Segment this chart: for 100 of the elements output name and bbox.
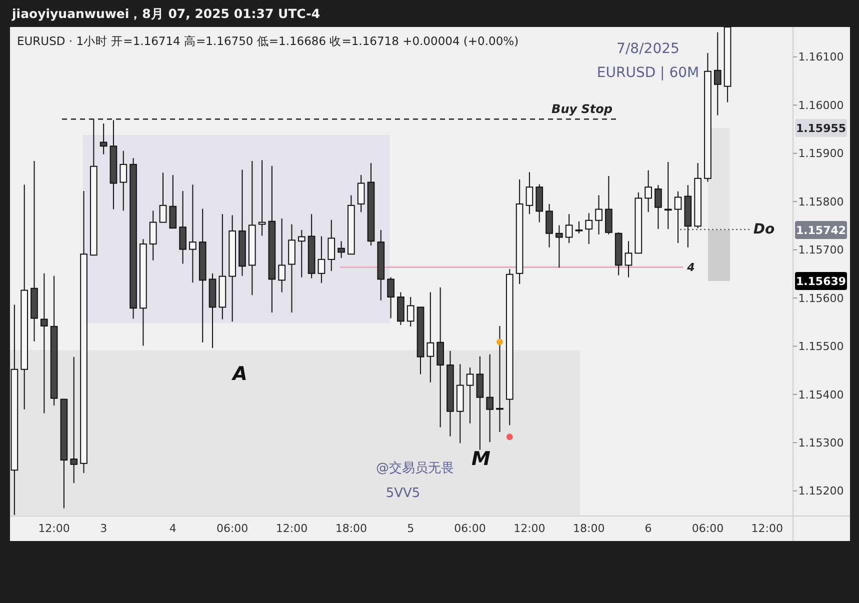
candlestick — [179, 190, 186, 264]
candlestick — [50, 275, 58, 406]
candlestick — [120, 150, 128, 212]
candlestick — [476, 356, 484, 450]
annotation: M — [472, 448, 491, 470]
candlestick — [595, 194, 602, 235]
y-tick-label: 1.15300 — [798, 436, 844, 450]
candlestick — [605, 176, 612, 235]
candlestick — [446, 350, 454, 437]
x-tick-label: 18:00 — [335, 522, 368, 535]
candlestick — [100, 122, 108, 155]
candlestick — [149, 210, 157, 261]
candlestick — [298, 230, 306, 278]
x-tick-label: 4 — [169, 522, 176, 535]
x-tick-label: 12:00 — [38, 522, 70, 535]
candlestick — [556, 224, 563, 268]
x-tick-label: 12:00 — [276, 522, 308, 535]
candlestick — [654, 184, 662, 230]
annotation: 4 — [686, 261, 695, 274]
candlestick — [436, 286, 444, 428]
candlestick — [634, 192, 642, 254]
text: 1.15742 — [796, 224, 846, 237]
candlestick — [159, 172, 167, 223]
annotation: EURUSD | 60M — [596, 65, 700, 81]
candlestick — [90, 118, 98, 256]
candlestick — [238, 169, 246, 276]
candlestick — [536, 184, 544, 223]
x-tick-label: 12:00 — [514, 522, 546, 535]
candlestick — [140, 238, 147, 346]
candlestick — [466, 366, 474, 424]
candlestick — [506, 268, 514, 426]
candlestick — [228, 214, 236, 322]
x-tick-label: 6 — [644, 522, 652, 535]
candlestick — [704, 52, 712, 182]
candlestick — [268, 165, 276, 313]
ref-line-label: Do — [753, 222, 775, 238]
candlestick — [456, 364, 464, 444]
x-tick-label: 06:00 — [692, 522, 724, 535]
candlestick — [80, 190, 88, 474]
y-tick-label: 1.15400 — [798, 388, 844, 402]
candlestick — [624, 240, 632, 278]
y-tick-label: 1.15900 — [798, 147, 844, 160]
candlestick — [70, 356, 78, 484]
candlestick — [169, 174, 177, 229]
ref-line-label: Buy Stop — [552, 102, 613, 116]
candlestick — [644, 170, 652, 213]
annotation: 7/8/2025 — [616, 41, 680, 57]
text: 1.15639 — [796, 274, 846, 288]
candlestick — [189, 184, 196, 284]
candlestick — [248, 160, 256, 296]
candlestick — [348, 194, 355, 255]
candlestick — [684, 184, 692, 248]
x-tick-label: 12:00 — [751, 522, 784, 535]
y-tick-label: 1.16100 — [798, 50, 844, 64]
candlestick — [585, 212, 593, 244]
candlestick — [397, 292, 404, 326]
candlestick — [714, 32, 722, 116]
candlestick — [614, 232, 622, 276]
candlestick — [526, 172, 534, 215]
x-tick-label: 5 — [407, 522, 414, 535]
x-tick-label: 06:00 — [454, 522, 486, 535]
candlestick — [486, 354, 494, 443]
text: 1.15955 — [796, 122, 846, 135]
candlestick — [694, 162, 702, 229]
candlestick — [674, 190, 682, 244]
chart-title: jiaoyiyuanwuwei，8月 07, 2025 01:37 UTC-4 — [11, 6, 320, 21]
candlestick — [516, 178, 524, 285]
candlestick — [387, 276, 394, 319]
candlestick — [30, 160, 38, 342]
candlestick — [218, 214, 226, 320]
candlestick — [318, 236, 326, 284]
y-tick-label: 1.15600 — [798, 292, 844, 305]
candlestick — [338, 240, 345, 258]
candlestick — [546, 203, 553, 248]
candlestick — [208, 272, 216, 349]
candlestick — [60, 398, 68, 509]
candlestick — [416, 306, 424, 375]
candlestick — [308, 214, 316, 279]
text: EURUSD · 1小时 开=1.16714 高=1.16750 低=1.16686 收=1.16718 +0.00004 (+0.00%) — [17, 34, 519, 48]
y-tick-label: 1.16000 — [798, 98, 844, 112]
annotation: A — [230, 363, 248, 385]
candlestick — [288, 224, 296, 313]
candlestick — [328, 219, 336, 272]
candlestick — [110, 120, 118, 210]
candlestick — [377, 230, 385, 301]
y-tick-label: 1.15800 — [798, 195, 844, 208]
candlestick — [565, 214, 573, 244]
candlestick — [40, 272, 48, 414]
x-tick-label: 3 — [100, 522, 108, 535]
y-tick-label: 1.15700 — [798, 244, 844, 257]
candlestick — [278, 218, 286, 293]
candlestick — [367, 162, 375, 246]
x-tick-label: 06:00 — [216, 522, 248, 535]
x-tick-label: 18:00 — [573, 522, 605, 535]
candlestick — [20, 184, 28, 410]
candlestick — [357, 174, 365, 213]
y-tick-label: 1.15200 — [798, 484, 844, 498]
candlestick — [406, 296, 414, 327]
candlestick — [426, 292, 434, 383]
y-tick-label: 1.15500 — [798, 340, 844, 354]
